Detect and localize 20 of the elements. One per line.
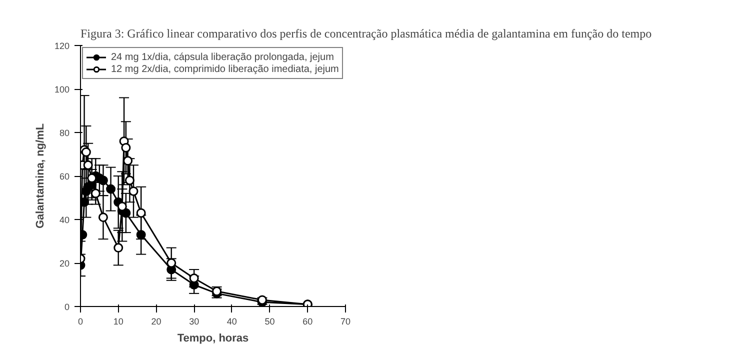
x-tick-label: 30 (189, 316, 200, 326)
legend-label: 12 mg 2x/dia, comprimido liberação imediata, jejum (111, 63, 339, 75)
x-tick-label: 60 (302, 316, 313, 326)
y-tick-label: 40 (59, 215, 70, 225)
y-tick-label: 120 (54, 41, 70, 51)
y-tick-label: 100 (54, 84, 70, 94)
x-tick-label: 20 (151, 316, 162, 326)
y-tick-label: 20 (59, 258, 70, 268)
legend-label: 24 mg 1x/dia, cápsula liberação prolongada, jejum (111, 51, 334, 63)
y-axis-title: Galantamina, ng/mL (34, 123, 46, 229)
x-tick-label: 70 (340, 316, 351, 326)
chart-title: Figura 3: Gráfico linear comparativo dos perfis de concentração plasmática média de galantamina em função do tempo (80, 26, 652, 40)
y-tick-label: 80 (59, 128, 70, 138)
x-tick-label: 0 (78, 316, 84, 326)
x-tick-label: 10 (113, 316, 124, 326)
y-tick-label: 60 (59, 172, 70, 182)
x-tick-label: 40 (226, 316, 237, 326)
x-axis-title: Tempo, horas (177, 332, 249, 344)
x-tick-label: 50 (264, 316, 275, 326)
y-tick-label: 0 (64, 302, 70, 312)
